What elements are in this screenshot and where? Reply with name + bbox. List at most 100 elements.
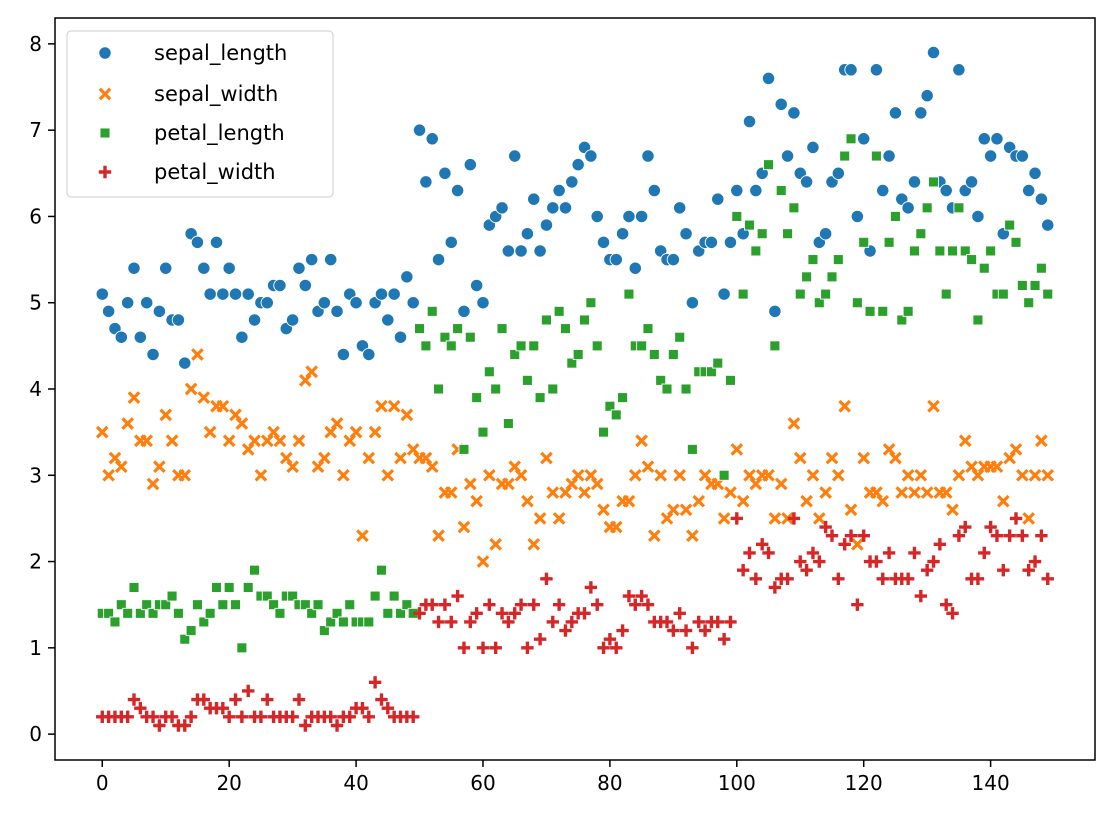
sepal_length-point (140, 296, 154, 310)
petal_length-point (1035, 262, 1047, 274)
sepal_width-point (889, 451, 902, 465)
sepal_length-point (133, 330, 147, 344)
petal_length-point (249, 564, 261, 576)
sepal_width-point (273, 434, 287, 448)
petal_width-point (343, 710, 356, 724)
y-tick-label: 4 (29, 377, 42, 401)
petal_length-point (801, 271, 813, 283)
petal_length-point (870, 150, 882, 162)
sepal_width-point (470, 494, 483, 508)
sepal_width-point (191, 348, 204, 361)
petal_length-point (959, 245, 971, 257)
petal_width-point (876, 572, 889, 586)
petal_length-point (420, 340, 432, 352)
petal_length-point (883, 236, 895, 248)
sepal_width-point (831, 468, 845, 482)
sepal_length-point (964, 175, 979, 189)
sepal_length-point (558, 201, 573, 215)
sepal_width-point (781, 512, 794, 525)
petal_length-point (845, 133, 857, 145)
sepal_width-point (901, 468, 915, 482)
sepal_length-point (907, 175, 922, 189)
sepal_width-point (153, 460, 166, 473)
petal_length-point (744, 219, 755, 231)
petal_length-point (287, 590, 299, 602)
sepal_length-point (622, 209, 636, 224)
petal_length-point (395, 607, 406, 619)
legend: sepal_length sepal_width petal_lengthpetal… (66, 30, 334, 198)
petal_length-point (636, 340, 648, 352)
petal_length-point (826, 271, 838, 283)
petal_length-point (306, 607, 318, 619)
sepal_width-point (248, 434, 261, 448)
petal_width-point (229, 693, 242, 706)
petal_length-point (731, 210, 743, 222)
sepal_width-point (793, 451, 807, 465)
sepal_length-point (127, 261, 141, 275)
sepal_width-point (165, 434, 179, 448)
petal_length-point (369, 590, 381, 602)
petal_length-point (712, 357, 724, 369)
petal_length-point (623, 288, 635, 300)
sepal_length-point (704, 235, 719, 249)
petal_length-point (782, 228, 794, 240)
sepal_width-point (121, 417, 134, 430)
sepal_length-point (818, 227, 833, 241)
petal_length-point (521, 374, 533, 386)
petal_width-point (521, 641, 534, 655)
sepal_length-point (1041, 218, 1055, 232)
sepal_width-point (184, 382, 198, 396)
petal_width-point (235, 710, 249, 724)
petal_length-point (179, 633, 191, 645)
petal_length-point (483, 366, 495, 378)
y-tick-label: 7 (29, 118, 42, 142)
sepal_width-point (349, 425, 363, 439)
petal_width-point (146, 710, 160, 724)
sepal_length-point (501, 244, 516, 258)
sepal_width-point (692, 494, 706, 508)
petal_length-point (680, 383, 692, 395)
petal_width-point (635, 589, 648, 603)
petal_width-point (978, 546, 991, 560)
sepal_length-point (565, 175, 579, 189)
petal_width-point (787, 512, 801, 525)
sepal_width-point (146, 477, 160, 491)
petal_width-point (768, 581, 782, 594)
sepal_length-point (101, 304, 116, 318)
petal_width-point (825, 529, 839, 542)
sepal_width-point (1041, 468, 1055, 482)
sepal_length-point (317, 296, 332, 310)
sepal_length-series (95, 45, 1055, 370)
petal_width-point (1003, 529, 1016, 542)
petal_length-point (134, 607, 146, 619)
petal_length-point (230, 599, 241, 611)
petal_length-point (464, 331, 476, 343)
petal_length-point (414, 323, 425, 335)
petal_width-point (540, 572, 553, 586)
sepal_length-point (787, 106, 801, 120)
y-tick-label: 5 (29, 291, 42, 315)
sepal_width-point (222, 434, 236, 448)
sepal_length-point (444, 235, 458, 249)
petal_length-point (160, 599, 172, 611)
sepal_width-point (514, 468, 528, 482)
sepal_width-point (254, 468, 268, 482)
sepal_length-point (305, 252, 319, 267)
petal_length-point (236, 642, 248, 654)
petal_length-point (725, 374, 736, 386)
petal_length-point (426, 305, 438, 317)
sepal_width-point (971, 468, 985, 482)
petal_length-point (141, 599, 153, 611)
sepal_width-point (882, 443, 896, 456)
sepal_width-point (819, 486, 832, 499)
sepal_length-point (247, 313, 262, 327)
petal_length-point (115, 599, 127, 611)
petal_width-point (330, 719, 344, 732)
sepal_width-point (305, 365, 319, 379)
petal_length-point (617, 392, 629, 404)
petal_length-point (813, 297, 825, 309)
petal_length-point (509, 349, 521, 360)
sepal_width-point (432, 529, 445, 543)
petal_width-point (502, 615, 515, 629)
sepal_length-point (749, 183, 763, 198)
